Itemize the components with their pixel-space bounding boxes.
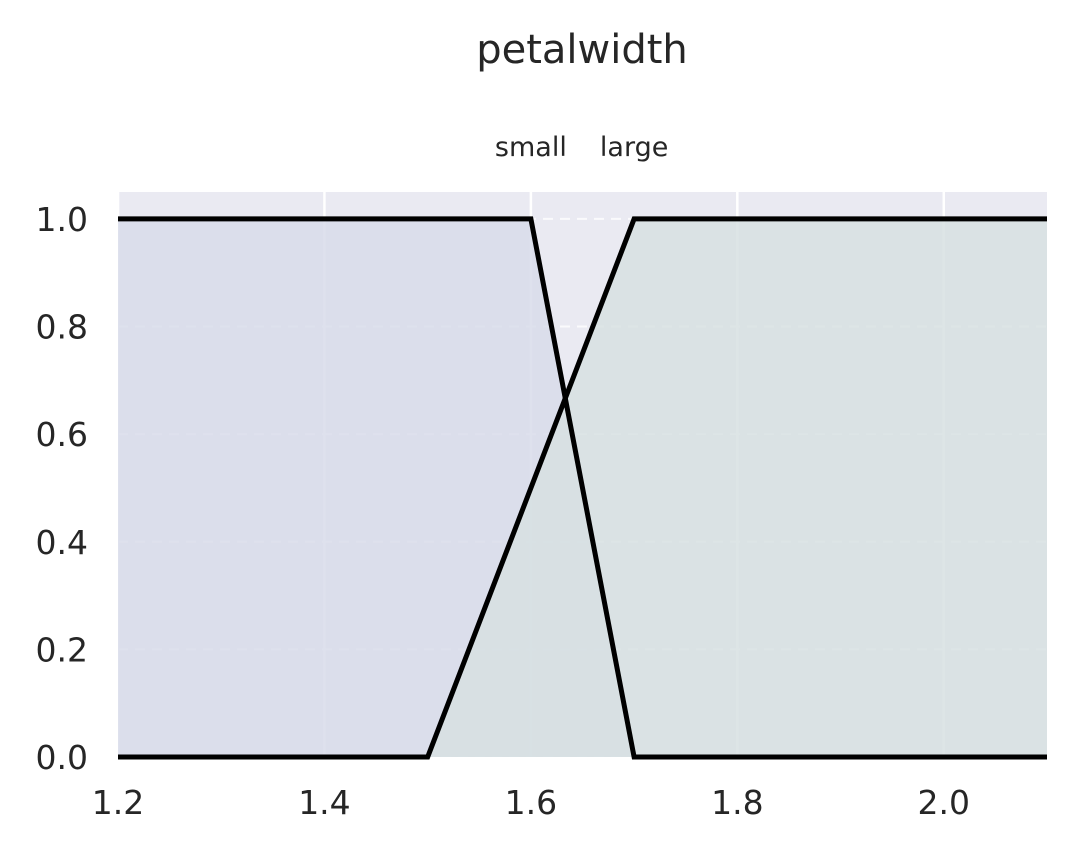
y-tick-label: 1.0: [36, 200, 88, 239]
x-axis-ticks: 1.2 1.4 1.6 1.8 2.0: [92, 783, 970, 822]
x-tick-label: 1.4: [298, 783, 350, 822]
y-tick-label: 0.6: [36, 415, 88, 454]
set-labels: small large: [495, 132, 668, 163]
y-tick-label: 0.0: [36, 738, 88, 777]
membership-lines: [118, 216, 1047, 760]
y-axis-ticks: 0.0 0.2 0.4 0.6 0.8 1.0: [36, 200, 88, 777]
x-tick-label: 2.0: [918, 783, 970, 822]
y-tick-label: 0.4: [36, 523, 88, 562]
set-label-small: small: [495, 132, 567, 163]
x-tick-label: 1.6: [505, 783, 557, 822]
membership-line-small: [118, 216, 1047, 760]
y-tick-label: 0.2: [36, 630, 88, 669]
chart-title: petalwidth: [476, 27, 688, 73]
x-tick-label: 1.2: [92, 783, 144, 822]
x-tick-label: 1.8: [711, 783, 763, 822]
membership-line-large: [118, 216, 1047, 760]
set-label-large: large: [600, 132, 668, 163]
y-tick-label: 0.8: [36, 308, 88, 347]
